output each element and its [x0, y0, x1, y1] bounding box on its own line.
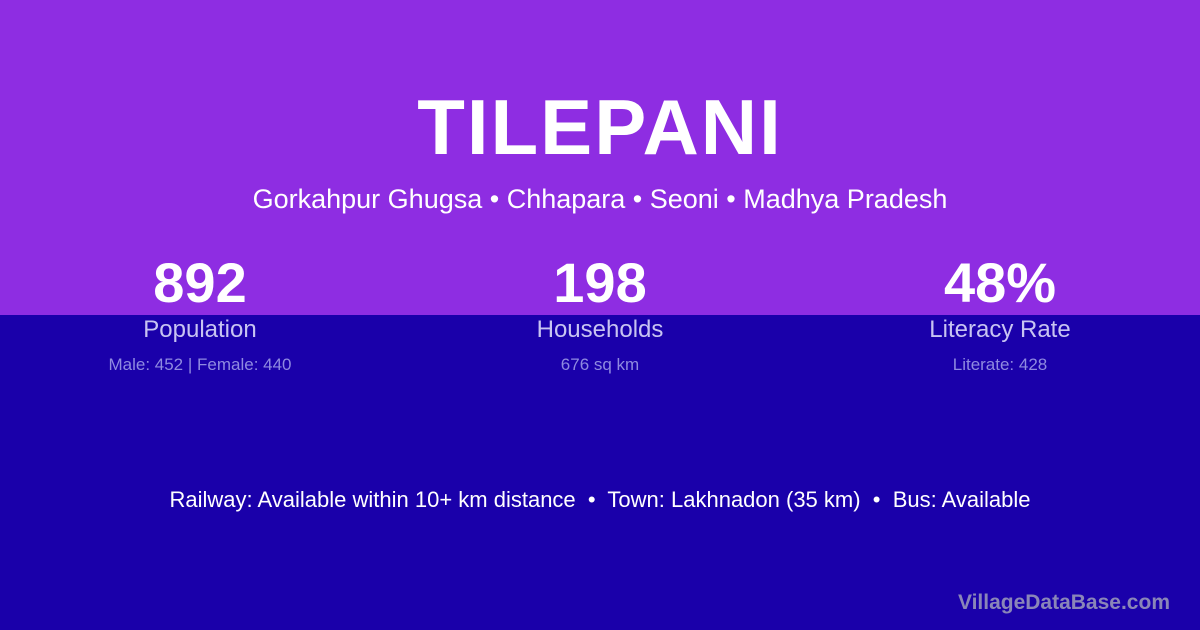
- stat-label: Literacy Rate: [929, 316, 1071, 343]
- stat-value: 892: [153, 251, 247, 314]
- stat-value: 198: [553, 251, 647, 314]
- breadcrumb: Gorkahpur Ghugsa • Chhapara • Seoni • Ma…: [252, 184, 948, 214]
- stat-label: Population: [143, 316, 257, 343]
- stat-detail: Literate: 428: [952, 355, 1048, 374]
- stat-detail: Male: 452 | Female: 440: [108, 355, 292, 374]
- village-name: TILEPANI: [417, 83, 783, 171]
- stat-detail: 676 sq km: [560, 355, 640, 374]
- watermark: VillageDataBase.com: [957, 591, 1170, 614]
- stat-label: Households: [536, 316, 664, 343]
- connectivity-info: Railway: Available within 10+ km distanc…: [169, 487, 1031, 512]
- stat-value: 48%: [943, 251, 1057, 314]
- header-band: [0, 0, 1200, 315]
